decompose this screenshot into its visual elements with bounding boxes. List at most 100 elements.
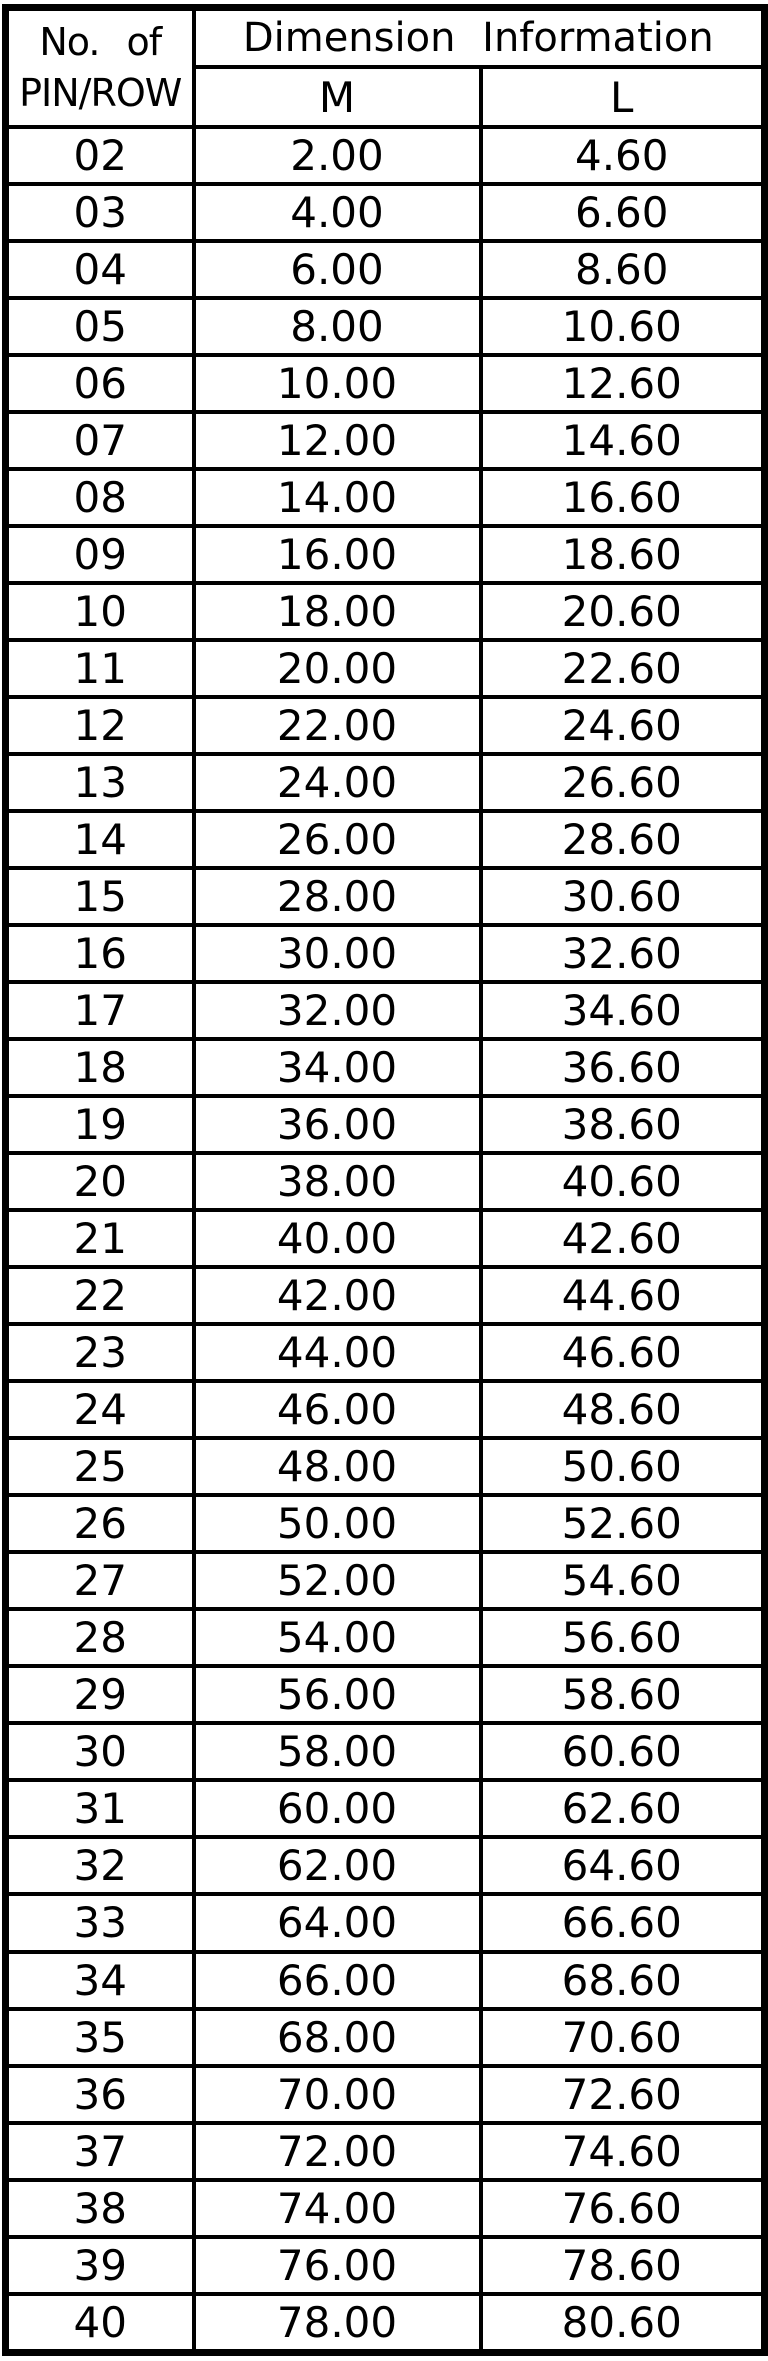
m-cell: 68.00 xyxy=(191,2006,483,2068)
m-cell: 70.00 xyxy=(191,2063,483,2125)
table-row: 25 48.00 50.60 xyxy=(3,1436,767,1498)
table-row: 21 40.00 42.60 xyxy=(3,1208,767,1270)
pin-cell: 09 xyxy=(3,524,196,586)
m-cell: 32.00 xyxy=(191,980,483,1042)
table-row: 17 32.00 34.60 xyxy=(3,980,767,1042)
m-cell: 60.00 xyxy=(191,1778,483,1840)
m-cell: 72.00 xyxy=(191,2120,483,2182)
l-cell: 38.60 xyxy=(478,1094,767,1156)
l-cell: 74.60 xyxy=(478,2120,767,2182)
l-cell: 4.60 xyxy=(478,124,767,187)
pin-cell: 37 xyxy=(3,2120,196,2182)
pin-cell: 10 xyxy=(3,581,196,643)
table-row: 35 68.00 70.60 xyxy=(3,2006,767,2068)
table-row: 10 18.00 20.60 xyxy=(3,581,767,643)
pin-cell: 22 xyxy=(3,1265,196,1327)
pin-cell: 33 xyxy=(3,1892,196,1954)
m-cell: 58.00 xyxy=(191,1721,483,1783)
table-row: 39 76.00 78.60 xyxy=(3,2234,767,2296)
pin-cell: 11 xyxy=(3,638,196,700)
l-cell: 22.60 xyxy=(478,638,767,700)
l-cell: 70.60 xyxy=(478,2006,767,2068)
pin-cell: 18 xyxy=(3,1037,196,1099)
pin-header-line2: PIN/ROW xyxy=(19,71,182,115)
l-cell: 64.60 xyxy=(478,1835,767,1897)
m-cell: 18.00 xyxy=(191,581,483,643)
table-row: 03 4.00 6.60 xyxy=(3,182,767,244)
m-cell: 42.00 xyxy=(191,1265,483,1327)
l-cell: 10.60 xyxy=(478,296,767,358)
m-cell: 46.00 xyxy=(191,1379,483,1441)
m-cell: 48.00 xyxy=(191,1436,483,1498)
l-cell: 44.60 xyxy=(478,1265,767,1327)
pin-cell: 40 xyxy=(3,2291,196,2355)
l-cell: 58.60 xyxy=(478,1664,767,1726)
m-cell: 50.00 xyxy=(191,1493,483,1555)
pin-cell: 23 xyxy=(3,1322,196,1384)
l-cell: 76.60 xyxy=(478,2177,767,2239)
m-cell: 62.00 xyxy=(191,1835,483,1897)
l-cell: 50.60 xyxy=(478,1436,767,1498)
m-cell: 52.00 xyxy=(191,1550,483,1612)
header-row-columns: M L xyxy=(6,65,767,129)
m-cell: 56.00 xyxy=(191,1664,483,1726)
m-cell: 66.00 xyxy=(191,1949,483,2011)
l-cell: 52.60 xyxy=(478,1493,767,1555)
pin-cell: 36 xyxy=(3,2063,196,2125)
l-cell: 6.60 xyxy=(478,182,767,244)
pin-cell: 27 xyxy=(3,1550,196,1612)
table-row: 38 74.00 76.60 xyxy=(3,2177,767,2239)
m-cell: 28.00 xyxy=(191,866,483,928)
pin-cell: 15 xyxy=(3,866,196,928)
dimension-information-header-cell: Dimension Information xyxy=(191,5,767,69)
table-row: 08 14.00 16.60 xyxy=(3,467,767,529)
column-header-m: M xyxy=(191,65,483,129)
table-row: 29 56.00 58.60 xyxy=(3,1664,767,1726)
pin-cell: 04 xyxy=(3,239,196,301)
pin-cell: 02 xyxy=(3,124,196,187)
table-row: 33 64.00 66.60 xyxy=(3,1892,767,1954)
pin-cell: 07 xyxy=(3,410,196,472)
pin-cell: 05 xyxy=(3,296,196,358)
l-cell: 30.60 xyxy=(478,866,767,928)
pin-cell: 16 xyxy=(3,923,196,985)
pin-cell: 29 xyxy=(3,1664,196,1726)
pin-cell: 31 xyxy=(3,1778,196,1840)
pin-cell: 19 xyxy=(3,1094,196,1156)
pin-cell: 17 xyxy=(3,980,196,1042)
m-cell: 44.00 xyxy=(191,1322,483,1384)
pin-cell: 38 xyxy=(3,2177,196,2239)
m-cell: 54.00 xyxy=(191,1607,483,1669)
pin-cell: 08 xyxy=(3,467,196,529)
table-row: 22 42.00 44.60 xyxy=(3,1265,767,1327)
m-cell: 36.00 xyxy=(191,1094,483,1156)
table-row: 14 26.00 28.60 xyxy=(3,809,767,871)
m-cell: 10.00 xyxy=(191,353,483,415)
l-cell: 26.60 xyxy=(478,752,767,814)
pin-cell: 24 xyxy=(3,1379,196,1441)
pin-cell: 13 xyxy=(3,752,196,814)
pin-cell: 35 xyxy=(3,2006,196,2068)
table-row: 09 16.00 18.60 xyxy=(3,524,767,586)
l-cell: 14.60 xyxy=(478,410,767,472)
l-cell: 34.60 xyxy=(478,980,767,1042)
table-row: 15 28.00 30.60 xyxy=(3,866,767,928)
pin-row-header-cell: No. of PIN/ROW xyxy=(3,5,196,129)
l-cell: 56.60 xyxy=(478,1607,767,1669)
table-row: 40 78.00 80.60 xyxy=(3,2291,767,2355)
pin-cell: 39 xyxy=(3,2234,196,2296)
l-cell: 8.60 xyxy=(478,239,767,301)
pin-cell: 25 xyxy=(3,1436,196,1498)
l-cell: 12.60 xyxy=(478,353,767,415)
table-row: 02 2.00 4.60 xyxy=(3,124,767,187)
m-cell: 8.00 xyxy=(191,296,483,358)
l-cell: 80.60 xyxy=(478,2291,767,2355)
dimension-table: No. of PIN/ROW Dimension Information M L… xyxy=(2,4,768,2356)
l-cell: 66.60 xyxy=(478,1892,767,1954)
l-cell: 72.60 xyxy=(478,2063,767,2125)
table-row: 24 46.00 48.60 xyxy=(3,1379,767,1441)
table-row: 31 60.00 62.60 xyxy=(3,1778,767,1840)
l-cell: 20.60 xyxy=(478,581,767,643)
l-cell: 78.60 xyxy=(478,2234,767,2296)
pin-header-line1: No. of xyxy=(39,19,162,64)
